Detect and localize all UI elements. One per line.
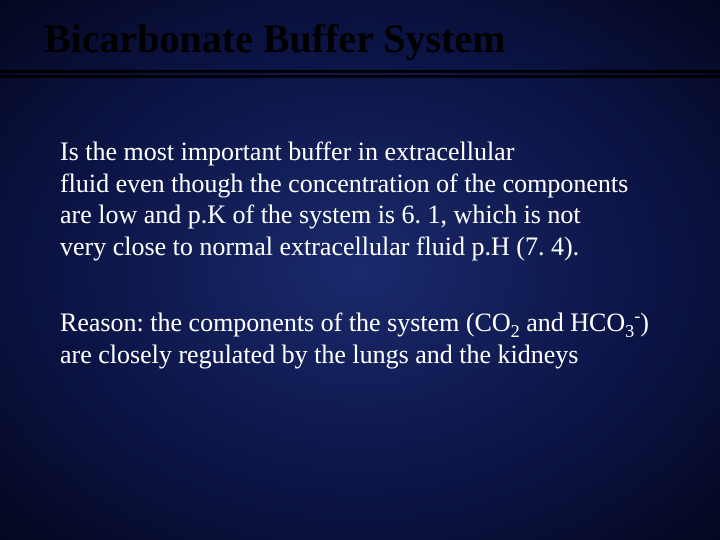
paragraph-2: Reason: the components of the system (CO…: [60, 307, 670, 370]
p2-part2: and HCO: [520, 308, 625, 337]
p1-line4: very close to normal extracellular fluid…: [60, 232, 579, 261]
p1-line2: fluid even though the concentration of t…: [60, 169, 628, 198]
p2-sub1: 2: [511, 321, 520, 341]
title-underline-1: [0, 70, 720, 73]
title-underline-2: [0, 75, 720, 78]
p2-sub2: 3: [625, 321, 634, 341]
slide-title: Bicarbonate Buffer System: [44, 18, 680, 60]
p1-line3: are low and p.K of the system is 6. 1, w…: [60, 200, 581, 229]
slide-container: Bicarbonate Buffer System Is the most im…: [0, 0, 720, 540]
paragraph-1: Is the most important buffer in extracel…: [60, 136, 670, 263]
p2-part1: Reason: the components of the system (CO: [60, 308, 511, 337]
p1-line1: Is the most important buffer in extracel…: [60, 137, 514, 166]
